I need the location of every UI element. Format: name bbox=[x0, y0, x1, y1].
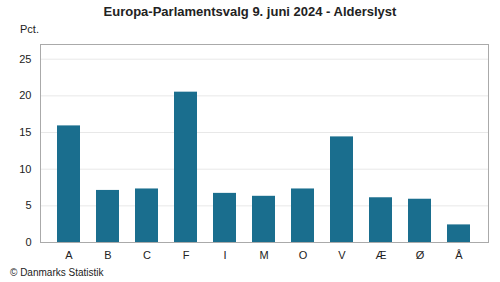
svg-text:Ø: Ø bbox=[416, 249, 425, 261]
html-text:Pct.: Pct. bbox=[20, 23, 39, 35]
svg-text:Æ: Æ bbox=[376, 249, 387, 261]
svg-text:10: 10 bbox=[19, 163, 31, 175]
svg-text:20: 20 bbox=[19, 89, 31, 101]
svg-text:15: 15 bbox=[19, 126, 31, 138]
svg-text:V: V bbox=[338, 249, 346, 261]
svg-text:M: M bbox=[259, 249, 268, 261]
svg-text:I: I bbox=[223, 249, 226, 261]
svg-text:A: A bbox=[65, 249, 73, 261]
svg-text:0: 0 bbox=[25, 236, 31, 248]
svg-text:B: B bbox=[104, 249, 111, 261]
svg-text:F: F bbox=[183, 249, 190, 261]
svg-text:25: 25 bbox=[19, 53, 31, 65]
svg-text:Å: Å bbox=[455, 249, 463, 261]
svg-text:C: C bbox=[143, 249, 151, 261]
html-text:© Danmarks Statistik: © Danmarks Statistik bbox=[10, 267, 104, 278]
svg-text:5: 5 bbox=[25, 199, 31, 211]
svg-text:O: O bbox=[299, 249, 308, 261]
html-text:Europa-Parlamentsvalg 9. juni: Europa-Parlamentsvalg 9. juni 2024 - Ald… bbox=[103, 4, 397, 19]
